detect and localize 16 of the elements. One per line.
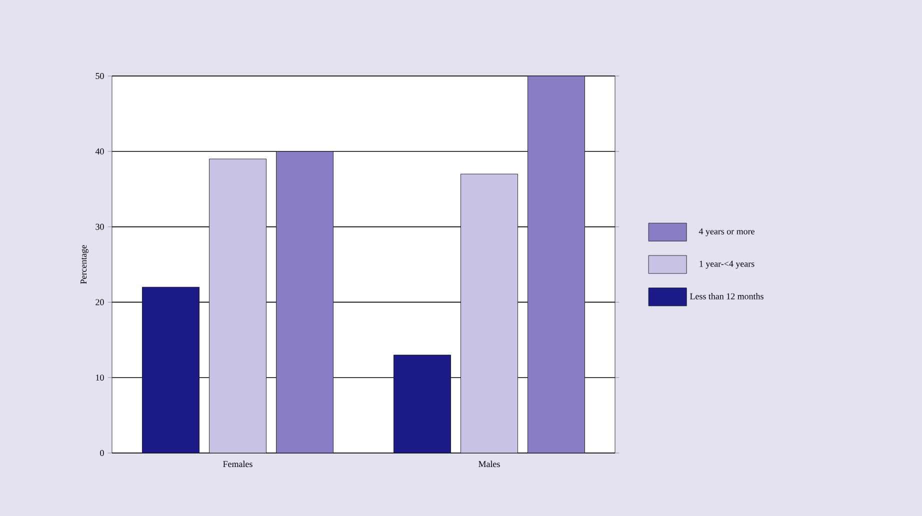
bar	[209, 158, 266, 453]
y-tick-label: 40	[95, 148, 104, 154]
y-tick-label: 0	[100, 450, 104, 456]
bar	[142, 286, 200, 453]
y-axis-title: Percentage	[80, 245, 88, 284]
y-tick-label: 30	[96, 224, 104, 230]
bar	[460, 174, 518, 453]
bar	[394, 354, 451, 453]
legend-label: Less than 12 months	[690, 293, 764, 300]
y-tick-label: 10	[96, 374, 104, 381]
legend-label: 1 year-<4 years	[700, 260, 754, 269]
x-tick-label: Males	[478, 460, 500, 468]
y-tick-label: 50	[96, 72, 104, 80]
legend-label: 4 years or more	[698, 228, 754, 236]
x-tick-label: Females	[223, 460, 252, 468]
y-tick-label: 20	[96, 299, 104, 306]
